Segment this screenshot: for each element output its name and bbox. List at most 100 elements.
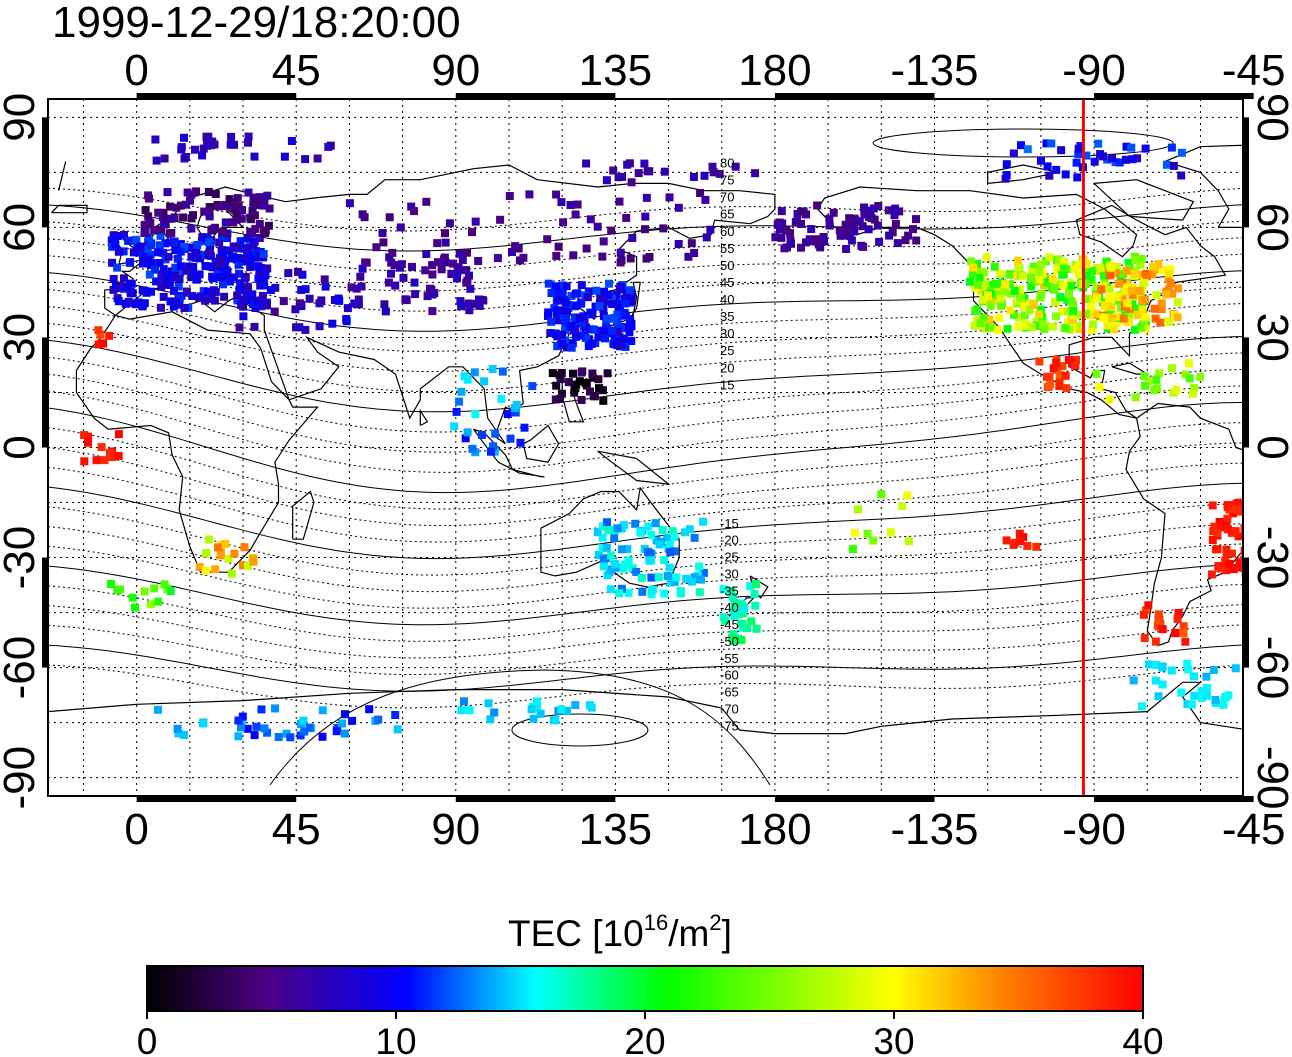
tec-point bbox=[350, 299, 359, 308]
tec-point bbox=[603, 297, 612, 306]
tec-point bbox=[571, 701, 580, 710]
tec-point bbox=[701, 195, 710, 204]
tec-point bbox=[433, 239, 442, 248]
tec-point bbox=[1114, 279, 1123, 288]
tec-point bbox=[860, 210, 869, 219]
tec-point bbox=[200, 207, 209, 216]
tec-point bbox=[105, 449, 114, 458]
lon-tick-label-bottom: 135 bbox=[579, 805, 652, 854]
tec-point bbox=[613, 524, 622, 533]
tec-point bbox=[1074, 144, 1083, 153]
tec-point bbox=[1202, 672, 1211, 681]
tec-point bbox=[347, 283, 356, 292]
tec-point bbox=[1225, 559, 1234, 568]
tec-point bbox=[218, 232, 226, 241]
tec-point bbox=[829, 208, 838, 217]
tec-point bbox=[208, 225, 217, 234]
tec-point bbox=[991, 279, 1000, 288]
tec-point bbox=[264, 221, 273, 230]
mag-lat-contour bbox=[48, 319, 1243, 393]
tec-point bbox=[505, 192, 514, 200]
tec-point bbox=[1224, 525, 1233, 534]
tec-point bbox=[1258, 518, 1266, 526]
tec-point bbox=[160, 580, 169, 589]
tec-point bbox=[1162, 290, 1171, 299]
tec-point bbox=[556, 394, 564, 403]
tec-point bbox=[146, 600, 155, 609]
tec-point bbox=[1136, 323, 1145, 332]
tec-point bbox=[512, 401, 521, 409]
tec-point bbox=[147, 287, 155, 296]
tec-point bbox=[552, 381, 561, 390]
tec-point bbox=[380, 300, 389, 309]
tec-point bbox=[385, 253, 394, 262]
tec-point bbox=[80, 431, 89, 440]
tec-point bbox=[586, 387, 594, 396]
tec-point bbox=[547, 317, 556, 326]
tec-point bbox=[625, 286, 634, 295]
tec-point bbox=[126, 287, 135, 296]
colorbar-tick-label: 0 bbox=[137, 1021, 158, 1057]
tec-point bbox=[1141, 381, 1150, 390]
tec-point bbox=[209, 286, 218, 295]
tec-point bbox=[1109, 325, 1118, 334]
tec-point bbox=[1040, 325, 1049, 334]
tec-point bbox=[581, 379, 590, 387]
tec-point bbox=[641, 212, 650, 221]
tec-point bbox=[1014, 264, 1023, 273]
tec-point bbox=[197, 237, 206, 246]
coastline bbox=[512, 468, 545, 478]
tec-point bbox=[374, 715, 383, 724]
tec-point bbox=[1103, 155, 1112, 164]
tec-point bbox=[583, 293, 592, 302]
tec-point bbox=[251, 224, 260, 233]
tec-point bbox=[145, 194, 153, 203]
tec-point bbox=[158, 212, 167, 221]
tec-point bbox=[244, 188, 253, 197]
coastline bbox=[292, 490, 315, 540]
tec-point bbox=[174, 282, 183, 291]
tec-point bbox=[729, 630, 738, 638]
tec-point bbox=[340, 729, 349, 738]
tec-point bbox=[284, 269, 293, 278]
tec-point bbox=[1106, 285, 1115, 294]
tec-point bbox=[663, 534, 672, 543]
tec-point bbox=[1107, 314, 1116, 323]
south-pole-contour-outer bbox=[269, 669, 771, 786]
tec-point bbox=[232, 243, 241, 252]
tec-point bbox=[1209, 527, 1218, 536]
tec-point bbox=[441, 258, 450, 267]
tec-point bbox=[1009, 540, 1018, 549]
tec-point bbox=[849, 221, 858, 230]
tec-point bbox=[230, 140, 238, 149]
tec-point bbox=[357, 282, 366, 291]
tec-point bbox=[812, 235, 820, 244]
tec-point bbox=[627, 337, 636, 345]
tec-point bbox=[854, 505, 862, 514]
tec-point bbox=[780, 244, 789, 253]
tec-point bbox=[1228, 549, 1237, 558]
tec-point bbox=[250, 152, 259, 161]
tec-point bbox=[215, 238, 224, 247]
tec-point bbox=[151, 135, 160, 144]
tec-point bbox=[1049, 364, 1058, 373]
tec-point bbox=[1202, 691, 1211, 700]
tec-point bbox=[193, 241, 202, 249]
tec-point bbox=[226, 277, 234, 286]
tec-point bbox=[171, 246, 180, 254]
tec-point bbox=[1087, 275, 1096, 284]
tec-point bbox=[1162, 160, 1171, 169]
tec-point bbox=[1060, 257, 1069, 266]
tec-point bbox=[1179, 622, 1188, 631]
tec-point bbox=[567, 291, 576, 300]
tec-point bbox=[797, 243, 805, 252]
tec-point bbox=[621, 299, 630, 308]
tec-point bbox=[470, 368, 479, 377]
tec-point bbox=[551, 329, 560, 338]
tec-point bbox=[114, 430, 123, 439]
tec-point bbox=[1027, 282, 1036, 291]
tec-point bbox=[1087, 303, 1096, 312]
tec-point bbox=[1052, 165, 1061, 174]
tec-point bbox=[1166, 265, 1175, 274]
tec-point bbox=[1015, 313, 1023, 322]
